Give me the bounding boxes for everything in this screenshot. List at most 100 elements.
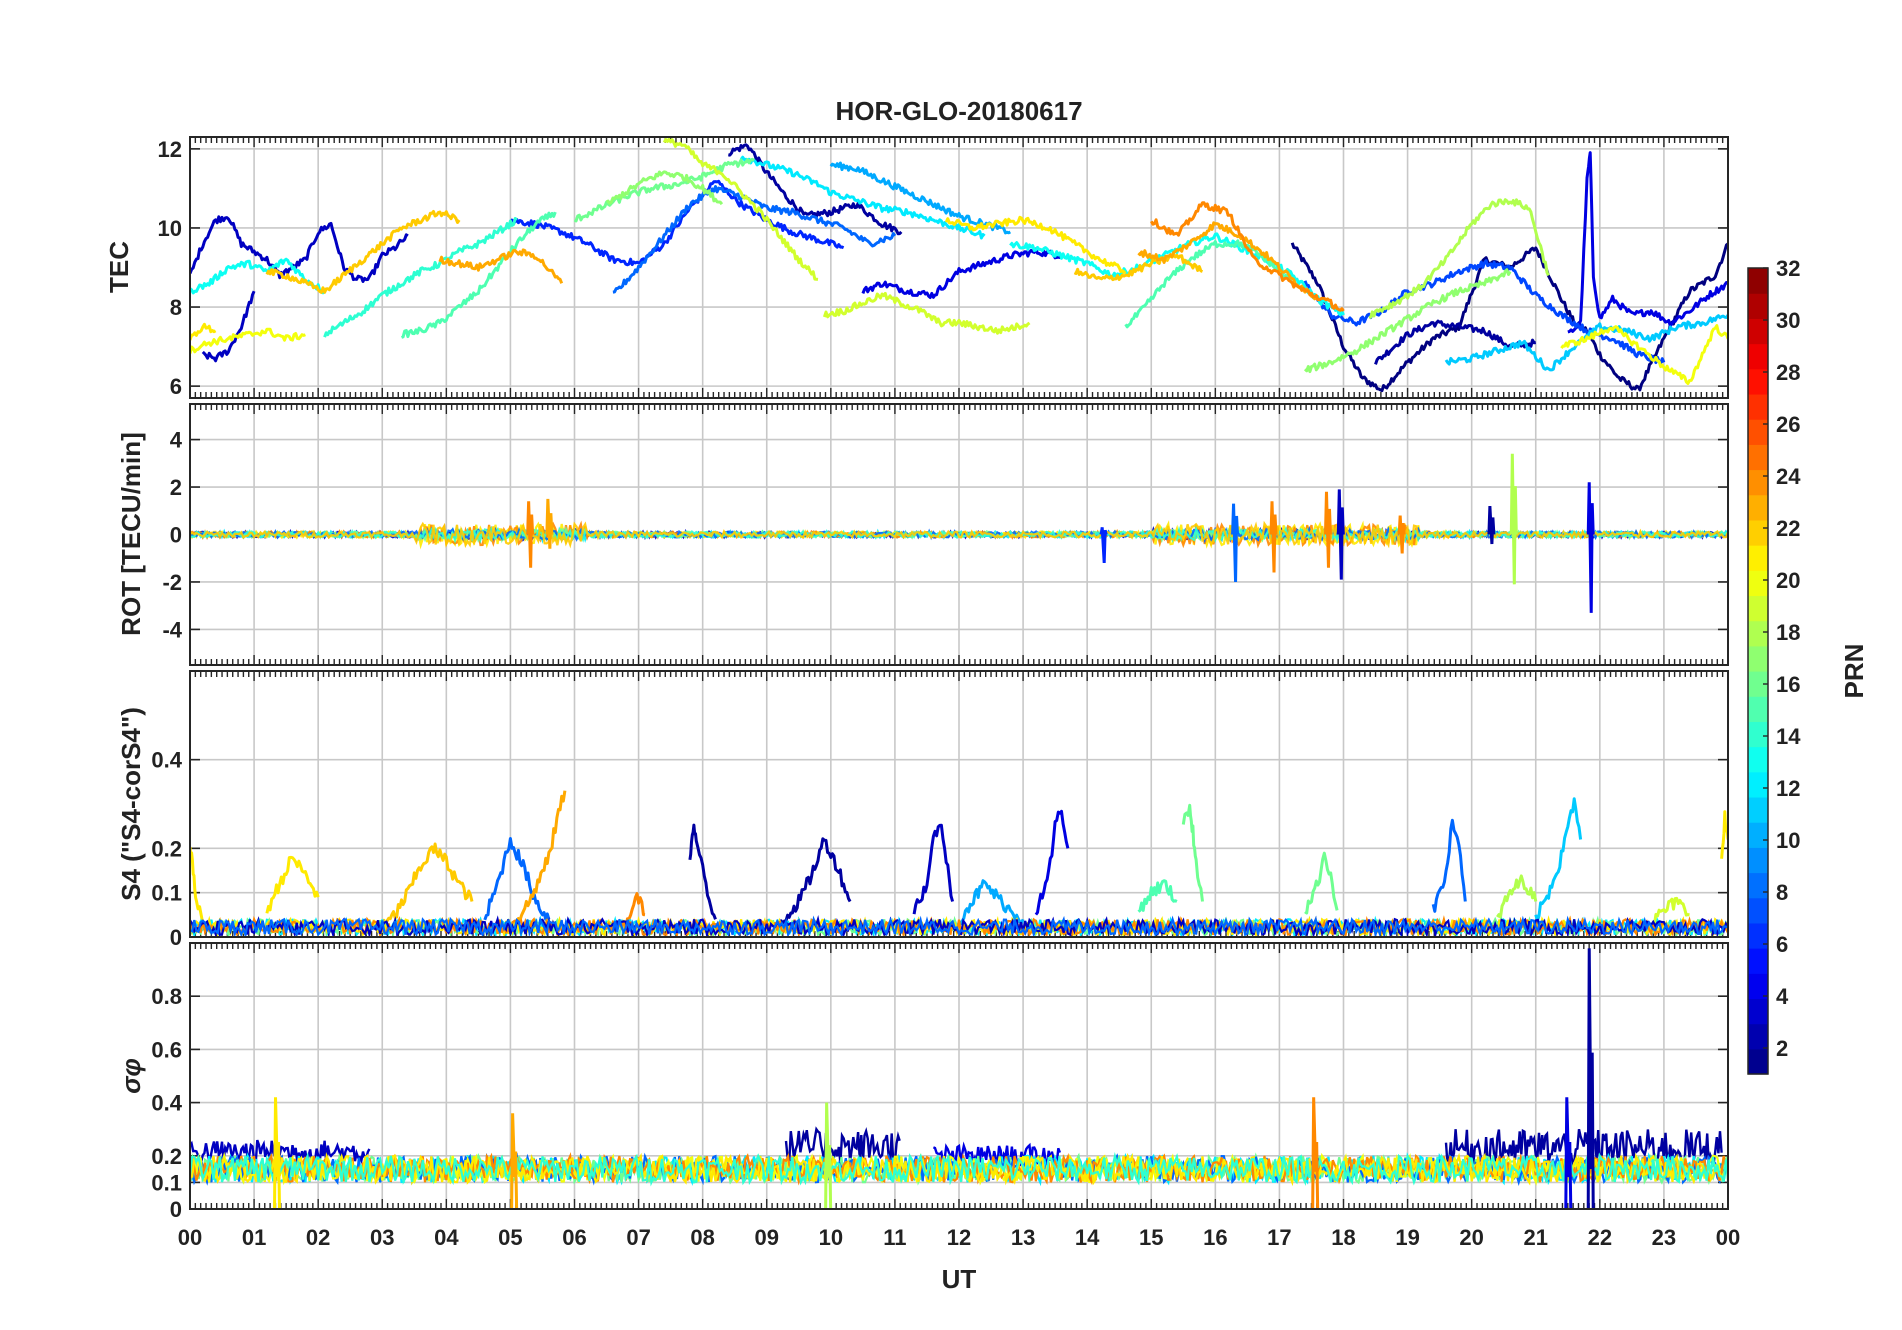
y-tick-label: 0	[170, 925, 182, 950]
spike-prn-24	[1311, 1097, 1320, 1209]
colorbar-cell	[1748, 645, 1768, 672]
series-line-prn-18	[1496, 874, 1538, 919]
series-line-prn-24	[624, 892, 646, 931]
series-line-prn-20	[1560, 324, 1728, 385]
colorbar-cell	[1748, 796, 1768, 823]
x-tick-label: 11	[883, 1225, 906, 1250]
series-line-prn-10	[829, 161, 1012, 235]
series-line-prn-19	[662, 137, 819, 281]
y-tick-label: 6	[170, 374, 182, 399]
colorbar-cell	[1748, 494, 1768, 521]
series-line-prn-16	[1181, 803, 1204, 902]
series-line-prn-21	[1720, 810, 1728, 859]
series-line-prn-16	[573, 157, 755, 223]
series-line-prn-21	[190, 322, 217, 341]
series-line-prn-3	[190, 215, 409, 283]
s4-y-ticks: 0 0.1 0.2 0.4	[151, 748, 1728, 950]
x-tick-label: 12	[947, 1225, 971, 1250]
y-tick-label: 0.1	[151, 1170, 182, 1195]
colorbar-cell	[1748, 318, 1768, 345]
tec-y-label: TEC	[104, 241, 134, 293]
s4-grid	[189, 671, 1729, 938]
series-line-prn-15	[400, 211, 557, 339]
y-tick-label: 2	[170, 475, 182, 500]
colorbar-tick-label: 2	[1776, 1036, 1788, 1061]
series-line-prn-22	[1073, 253, 1204, 282]
colorbar-cell	[1748, 872, 1768, 899]
tec-lines	[190, 137, 1728, 393]
series-line-prn-15	[1137, 879, 1178, 913]
series-line-prn-15	[1124, 239, 1294, 329]
colorbar-cell	[1748, 771, 1768, 798]
s4-lines	[190, 790, 1728, 937]
y-tick-label: 8	[170, 295, 182, 320]
colorbar-frame	[1747, 267, 1769, 1075]
colorbar-tick-label: 10	[1776, 828, 1800, 853]
x-tick-label: 14	[1075, 1225, 1100, 1250]
spike-prn-4	[1564, 1097, 1573, 1209]
colorbar-cell	[1748, 268, 1768, 294]
x-tick-label: 09	[755, 1225, 779, 1250]
rot-y-ticks: -4 -2 0 2 4	[162, 428, 1728, 642]
sigma-trace-prn-21	[190, 1151, 1728, 1187]
rot-axes-box	[189, 403, 1729, 666]
sigma-trace-prn-14	[190, 1152, 1728, 1187]
x-tick-label: 01	[242, 1225, 266, 1250]
spike-prn-2	[1586, 948, 1595, 1209]
sigma-phi-y-label: σφ	[116, 1058, 146, 1094]
y-tick-label: 0	[170, 523, 182, 548]
series-line-prn-19	[822, 291, 1031, 335]
colorbar-cell	[1748, 1048, 1768, 1075]
x-tick-label: 03	[370, 1225, 394, 1250]
colorbar-cell	[1748, 620, 1768, 647]
y-tick-label: 0.2	[151, 836, 182, 861]
y-tick-label: 10	[158, 216, 182, 241]
spike-prn-23	[510, 1113, 519, 1209]
x-tick-label: 07	[626, 1225, 650, 1250]
colorbar-cell	[1748, 570, 1768, 597]
series-line-prn-20	[190, 327, 306, 354]
colorbar-tick-label: 8	[1776, 880, 1788, 905]
tec-y-ticks: 6 8 10 12	[158, 137, 1728, 399]
colorbar-tick-label: 4	[1776, 984, 1789, 1009]
spike-prn-23	[545, 498, 554, 549]
colorbar-tick-label: 16	[1776, 672, 1800, 697]
series-line-prn-8	[1431, 818, 1467, 913]
spike-prn-4	[1586, 482, 1595, 613]
x-tick-label: 19	[1395, 1225, 1419, 1250]
colorbar-gradient	[1748, 268, 1768, 1075]
tec-axes-box	[189, 136, 1729, 399]
series-line-prn-12	[739, 155, 986, 240]
s4-axes-box	[189, 670, 1729, 938]
y-tick-label: -2	[162, 570, 182, 595]
colorbar-cell	[1748, 897, 1768, 924]
colorbar-cell	[1748, 671, 1768, 697]
series-line-prn-24	[1149, 201, 1345, 312]
y-tick-label: 0.8	[151, 984, 182, 1009]
series-line-prn-21	[190, 846, 205, 924]
series-line-prn-21	[265, 855, 320, 914]
colorbar-cell	[1748, 922, 1768, 949]
sigma-phi-lines	[190, 948, 1728, 1209]
series-line-prn-7	[1303, 259, 1666, 365]
tec-panel: 6 8 10 12 TEC	[104, 136, 1729, 399]
rot-panel: -4 -2 0 2 4 ROT [TECU/min]	[116, 403, 1729, 666]
colorbar-cell	[1748, 595, 1768, 622]
rot-y-label: ROT [TECU/min]	[116, 432, 146, 636]
y-tick-label: 0	[170, 1197, 182, 1222]
series-line-prn-23	[438, 248, 564, 284]
colorbar-tick-label: 12	[1776, 776, 1800, 801]
colorbar-cell	[1748, 696, 1768, 722]
series-line-prn-6	[509, 179, 845, 267]
spike-prn-24	[1269, 501, 1278, 573]
y-tick-label: 0.1	[151, 881, 182, 906]
colorbar-tick-label: 26	[1776, 412, 1800, 437]
colorbar-cell	[1748, 419, 1768, 445]
x-tick-label: 10	[819, 1225, 843, 1250]
series-line-prn-16	[1304, 851, 1339, 915]
x-tick-label: 17	[1267, 1225, 1291, 1250]
spike-prn-6	[1099, 527, 1108, 564]
series-line-prn-3	[912, 823, 955, 915]
series-line-prn-2	[688, 823, 717, 920]
